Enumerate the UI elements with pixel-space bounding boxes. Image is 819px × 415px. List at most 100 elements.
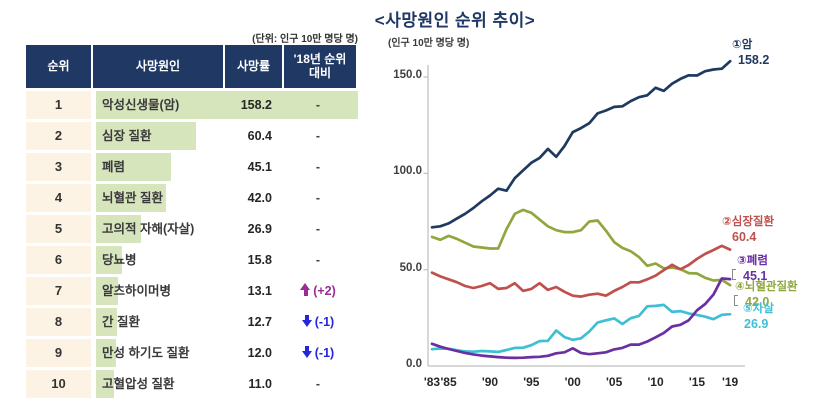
rate-cell: 60.4 (247, 129, 272, 143)
cause-cell: 만성 하기도 질환 (102, 346, 190, 360)
rank-cell: 5 (26, 215, 91, 243)
x-axis-label: '85 (440, 375, 457, 389)
leader-bracket-icon (732, 269, 736, 280)
table-row: 1 악성신생물(암) 158.2 - (26, 91, 358, 119)
cause-cell: 폐렴 (102, 160, 126, 174)
rank-cell: 10 (26, 370, 91, 398)
rank-change-cell: - (278, 246, 358, 274)
rank-down-icon (301, 345, 313, 358)
series-line-자살 (430, 303, 732, 354)
rank-change-cell: - (278, 122, 358, 150)
rank-cell: 4 (26, 184, 91, 212)
no-change-dash: - (315, 191, 321, 205)
no-change-dash: - (315, 129, 321, 143)
rate-cell: 26.9 (247, 222, 272, 236)
rank-change-cell: - (278, 370, 358, 398)
table-unit-note: (단위: 인구 10만 명당 명) (252, 34, 358, 45)
table-row: 7 알츠하이머병 13.1 (+2) (26, 277, 358, 305)
y-axis-label: 50.0 (399, 261, 422, 274)
rank-change-cell: - (278, 215, 358, 243)
no-change-dash: - (315, 222, 321, 236)
rate-bar (96, 184, 166, 212)
rank-change-cell: (-1) (278, 339, 358, 367)
series-label-heart: ②심장질환 60.4 (722, 216, 775, 244)
series-line-심장질환 (430, 244, 732, 298)
series-label-cerebrovascular: ④뇌혈관질환 42.0 (735, 281, 798, 309)
y-axis-label: 100.0 (393, 165, 422, 178)
series-line-폐렴 (430, 277, 732, 360)
rate-cell: 42.0 (247, 191, 272, 205)
rank-table-body: 1 악성신생물(암) 158.2 - 2 심장 질환 60.4 - 3 폐렴 45.1 - 4 뇌혈관 질… (26, 91, 358, 398)
x-axis-label: '83 (423, 375, 441, 389)
rank-change-cell: (-1) (278, 308, 358, 336)
rank-cell: 8 (26, 308, 91, 336)
rank-cell: 9 (26, 339, 91, 367)
x-axis-label: '19 (721, 375, 739, 389)
death-cause-rank-table: 순위 사망원인 사망률 '18년 순위 대비 1 악성신생물(암) 158.2 - 2 심… (26, 45, 358, 401)
rank-change-value: (-1) (314, 315, 335, 329)
rank-change-cell: - (278, 91, 358, 119)
no-change-dash: - (315, 98, 321, 112)
rank-change-cell: - (278, 184, 358, 212)
cause-cell: 뇌혈관 질환 (102, 191, 163, 205)
rate-bar (96, 91, 358, 119)
leader-bracket-icon (734, 295, 738, 306)
x-axis-label: '05 (606, 375, 623, 389)
rate-cell: 12.0 (247, 346, 272, 360)
rank-change-value: (+2) (313, 284, 336, 298)
rank-up-icon (300, 283, 311, 296)
series-line-뇌혈관질환 (430, 208, 732, 287)
table-row: 3 폐렴 45.1 - (26, 153, 358, 181)
y-axis-label: 150.0 (393, 68, 422, 81)
x-axis-label: '10 (647, 375, 664, 389)
rate-cell: 11.0 (248, 377, 272, 391)
rank-change-cell: - (278, 153, 358, 181)
rate-bar (96, 153, 171, 181)
cause-cell: 고혈압성 질환 (102, 377, 175, 391)
cause-cell: 악성신생물(암) (102, 98, 180, 112)
trend-chart-svg (423, 59, 745, 367)
no-change-dash: - (315, 253, 321, 267)
trend-chart: (인구 10만 명당 명) ①암 158.2 ②심장질환 60.4 ③폐렴 45… (388, 28, 819, 415)
series-label-cancer: ①암 158.2 (732, 39, 770, 67)
table-row: 9 만성 하기도 질환 12.0 (-1) (26, 339, 358, 367)
y-axis-label: 0.0 (406, 358, 422, 370)
header-rank: 순위 (26, 45, 91, 88)
rank-cell: 1 (26, 91, 91, 119)
rate-bar (96, 122, 196, 150)
rank-cell: 2 (26, 122, 91, 150)
no-change-dash: - (315, 377, 321, 391)
table-row: 10 고혈압성 질환 11.0 - (26, 370, 358, 398)
rate-bar (96, 246, 122, 274)
cause-cell: 당뇨병 (102, 253, 137, 267)
cause-cell: 알츠하이머병 (102, 284, 172, 298)
rank-down-icon (301, 314, 313, 327)
rank-cell: 7 (26, 277, 91, 305)
cause-cell: 고의적 자해(자살) (102, 222, 195, 236)
rate-bar (96, 277, 118, 305)
rate-bar (96, 339, 116, 367)
rate-cell: 158.2 (240, 98, 272, 112)
header-rate: 사망률 (225, 45, 282, 88)
table-header-row: 순위 사망원인 사망률 '18년 순위 대비 (26, 45, 358, 88)
rate-bar (96, 308, 117, 336)
x-axis-label: '15 (688, 375, 706, 389)
no-change-dash: - (315, 160, 321, 174)
rate-cell: 45.1 (247, 160, 272, 174)
header-cause: 사망원인 (93, 45, 223, 88)
table-row: 4 뇌혈관 질환 42.0 - (26, 184, 358, 212)
rank-change-value: (-1) (314, 346, 335, 360)
series-label-pneumonia: ③폐렴 45.1 (737, 255, 768, 283)
x-axis-label: '95 (523, 375, 540, 389)
series-label-suicide: ⑤자살 26.9 (743, 303, 774, 331)
rank-cell: 6 (26, 246, 91, 274)
cause-cell: 심장 질환 (102, 129, 152, 143)
rate-bar (96, 215, 141, 243)
table-row: 5 고의적 자해(자살) 26.9 - (26, 215, 358, 243)
x-axis-label: '90 (481, 375, 499, 389)
rate-cell: 12.7 (247, 315, 272, 329)
x-axis-label: '00 (564, 375, 581, 389)
cause-cell: 간 질환 (102, 315, 140, 329)
rank-change-cell: (+2) (278, 277, 358, 305)
page-title: <사망원인 순위 추이> (374, 11, 536, 30)
